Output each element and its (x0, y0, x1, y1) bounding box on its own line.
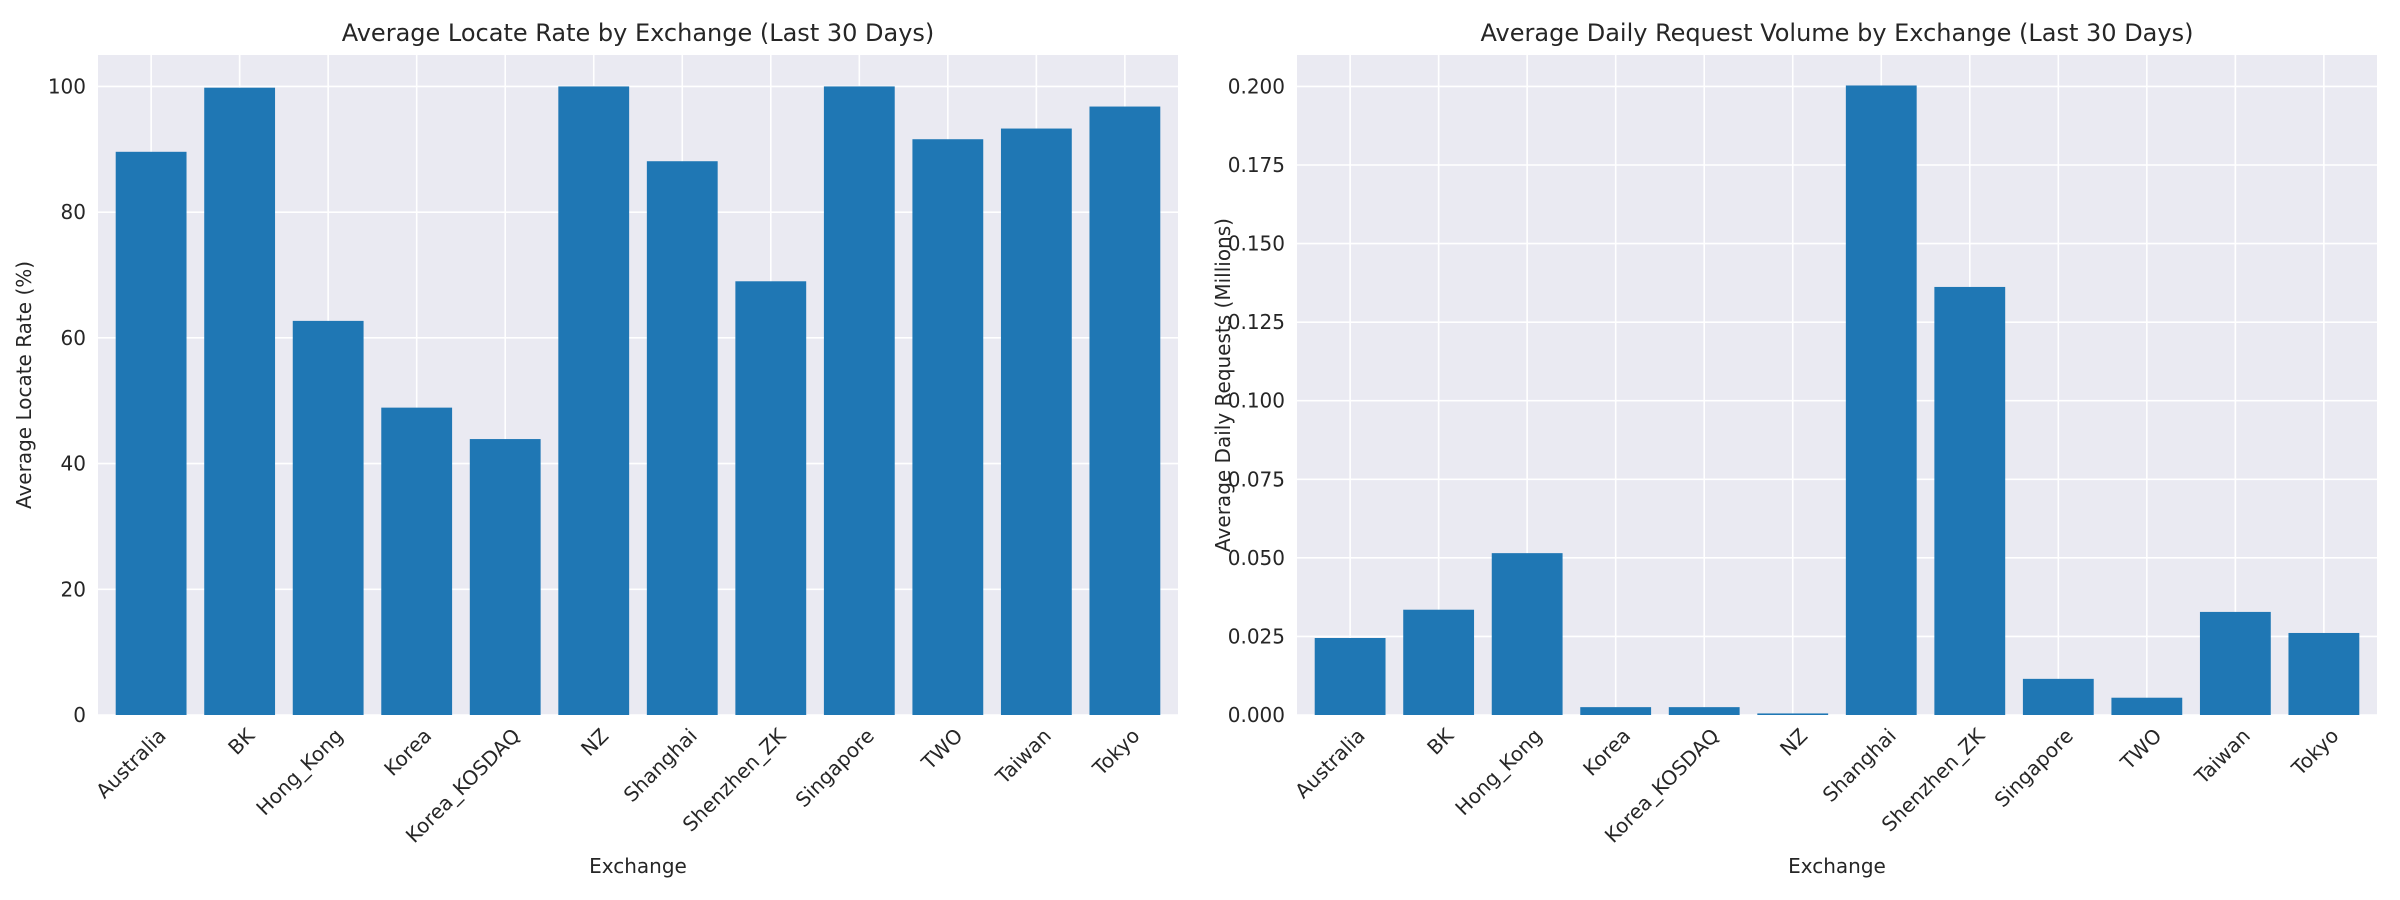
locate-rate-x-tick-label: Tokyo (1087, 724, 1144, 781)
request-volume-bar-shanghai (1845, 85, 1917, 715)
locate-rate-x-tick-label: Hong_Kong (251, 724, 347, 820)
request-volume-chart: 0.000 0.025 0.050 0.075 0.100 0.125 0.150 0.175… (1211, 19, 2377, 878)
request-volume-y-axis-label: Average Daily Requests (Millions) (1211, 218, 1235, 552)
request-volume-y-tick-label: 0.125 (1228, 310, 1285, 334)
request-volume-x-tick-label: BK (1422, 723, 1459, 760)
request-volume-bar-bk (1403, 609, 1475, 715)
request-volume-bar-shenzhen-zk (1934, 286, 2006, 715)
locate-rate-y-axis-label: Average Locate Rate (%) (12, 261, 36, 509)
locate-rate-x-tick-label: NZ (576, 724, 613, 761)
request-volume-x-tick-label: Singapore (1990, 724, 2078, 812)
locate-rate-x-tick-label: Shanghai (619, 724, 702, 807)
locate-rate-y-tick-label: 100 (48, 74, 86, 98)
request-volume-bar-taiwan (2199, 611, 2271, 715)
request-volume-x-tick-label: Shanghai (1818, 724, 1901, 807)
request-volume-y-tick-label: 0.025 (1228, 624, 1285, 648)
request-volume-chart-title: Average Daily Request Volume by Exchange… (1481, 19, 2194, 47)
request-volume-bar-nz (1757, 713, 1829, 715)
request-volume-x-tick-label: Korea (1578, 724, 1635, 781)
request-volume-x-tick-label: Taiwan (2189, 724, 2255, 790)
locate-rate-chart-title: Average Locate Rate by Exchange (Last 30… (342, 19, 935, 47)
locate-rate-y-tick-label: 20 (61, 577, 86, 601)
locate-rate-bar-shanghai (646, 161, 718, 715)
locate-rate-y-tick-label: 80 (61, 200, 86, 224)
locate-rate-bar-korea (381, 407, 453, 715)
request-volume-bar-singapore (2022, 678, 2094, 715)
request-volume-x-tick-label: Tokyo (2286, 724, 2343, 781)
locate-rate-bar-nz (558, 86, 630, 715)
locate-rate-bar-two (912, 139, 984, 715)
request-volume-y-tick-label: 0.000 (1228, 703, 1285, 727)
request-volume-y-tick-label: 0.100 (1228, 389, 1285, 413)
locate-rate-x-tick-label: BK (223, 723, 260, 760)
request-volume-x-tick-label: NZ (1775, 724, 1812, 761)
locate-rate-x-tick-label: Australia (91, 724, 171, 804)
locate-rate-bar-australia (115, 151, 187, 716)
locate-rate-y-tick-label: 60 (61, 326, 86, 350)
locate-rate-bar-bk (204, 87, 276, 715)
request-volume-bar-australia (1314, 638, 1386, 715)
locate-rate-bar-tokyo (1089, 106, 1161, 716)
locate-rate-x-tick-label: Singapore (791, 724, 879, 812)
request-volume-bar-korea (1580, 707, 1652, 715)
locate-rate-plot-area (98, 55, 1178, 715)
request-volume-y-tick-label: 0.175 (1228, 153, 1285, 177)
request-volume-y-tick-label: 0.150 (1228, 232, 1285, 256)
request-volume-y-tick-label: 0.200 (1228, 74, 1285, 98)
request-volume-y-tick-label: 0.050 (1228, 546, 1285, 570)
locate-rate-bar-hong-kong (292, 320, 364, 715)
locate-rate-x-tick-label: Taiwan (990, 724, 1056, 790)
locate-rate-y-tick-label: 40 (61, 452, 86, 476)
locate-rate-bar-shenzhen-zk (735, 281, 807, 715)
locate-rate-bar-taiwan (1000, 128, 1072, 716)
request-volume-bar-tokyo (2288, 632, 2360, 715)
request-volume-y-tick-label: 0.075 (1228, 467, 1285, 491)
request-volume-bar-hong-kong (1491, 553, 1563, 715)
request-volume-x-tick-label: TWO (2115, 724, 2166, 775)
request-volume-x-tick-label: Hong_Kong (1450, 724, 1546, 820)
request-volume-bar-two (2111, 697, 2183, 715)
locate-rate-x-tick-label: Korea (379, 724, 436, 781)
locate-rate-x-axis-label: Exchange (589, 854, 687, 878)
request-volume-x-axis-label: Exchange (1788, 854, 1886, 878)
locate-rate-y-tick-label: 0 (73, 703, 86, 727)
locate-rate-bar-singapore (823, 86, 895, 715)
request-volume-x-tick-label: Australia (1290, 724, 1370, 804)
locate-rate-bar-korea-kosdaq (469, 439, 541, 715)
request-volume-bar-korea-kosdaq (1668, 707, 1740, 715)
locate-rate-x-tick-label: TWO (916, 724, 967, 775)
